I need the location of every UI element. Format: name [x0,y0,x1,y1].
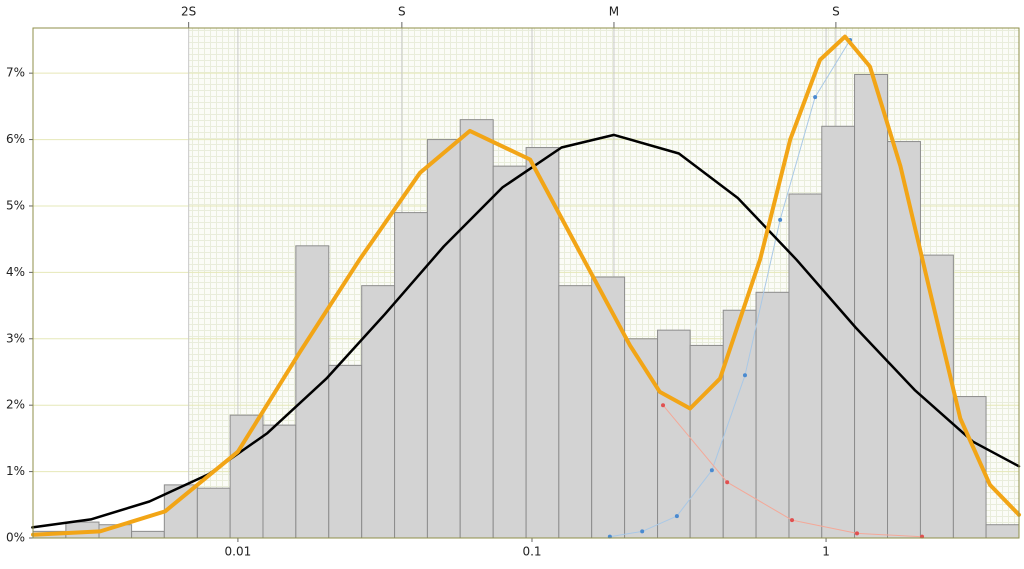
bar [919,254,954,539]
axes: 0% 1% 2% 3% 4% 5% 6% 7% 0.01 0.1 1 2S S M S [6,5,1020,559]
curve-point [778,217,783,222]
top-tick-label: S [832,5,840,19]
y-tick-label: 2% [6,398,25,412]
curves [31,34,1021,539]
bar [229,414,264,539]
x-tick-label: 1 [822,545,830,559]
curve-point [640,529,645,534]
bar [426,139,461,539]
bar [558,285,593,539]
bar [821,125,856,539]
fit-curve [31,34,1021,537]
bar [657,329,691,539]
curve-point [742,373,747,378]
fit-curve [609,39,851,538]
bar [788,193,823,539]
curve-point [725,480,730,485]
top-tick-label: S [398,5,406,19]
bar [985,524,1020,539]
bar [755,291,790,539]
y-tick-label: 7% [6,66,25,80]
curve-point [854,531,859,536]
bar [328,364,363,539]
bar [394,212,428,539]
bar [624,338,659,539]
bar [131,530,165,539]
x-tick-label: 0.01 [225,545,252,559]
bar [525,147,560,539]
x-tick-label: 0.1 [522,545,541,559]
bar [262,424,297,539]
top-tick-label: 2S [181,5,196,19]
y-tick-label: 4% [6,265,25,279]
bar [887,141,921,539]
fit-curve [31,133,1021,529]
curve-point [790,518,795,523]
bar [459,119,494,539]
curve-point [661,403,666,408]
y-tick-label: 0% [6,531,25,545]
bar [196,487,231,539]
curve-point [813,95,818,100]
curve-point [709,468,714,473]
bar [591,276,626,539]
bar [492,165,527,539]
top-tick-label: M [609,5,619,19]
bar [854,73,889,539]
plot-frame [32,27,1020,539]
y-tick-label: 6% [6,132,25,146]
curve-point [674,514,679,519]
y-tick-label: 3% [6,331,25,345]
y-tick-label: 1% [6,464,25,478]
bar [361,285,396,539]
bar [689,344,724,539]
y-tick-label: 5% [6,198,25,212]
